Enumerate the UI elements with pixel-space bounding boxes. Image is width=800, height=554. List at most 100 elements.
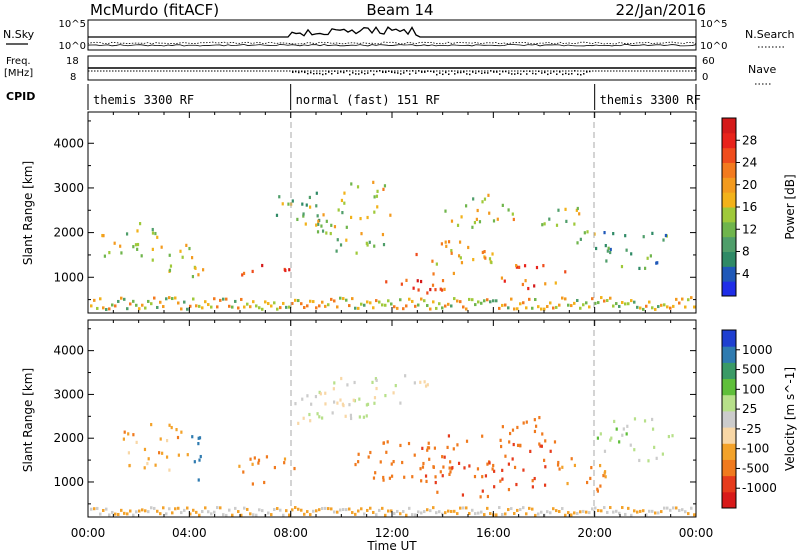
- power-echo-cell: [316, 214, 319, 218]
- power-echo-cell: [385, 280, 388, 284]
- velocity-echo-cell: [403, 475, 406, 479]
- velocity-echo-cell: [392, 391, 395, 395]
- power-ground-cell: [501, 303, 504, 307]
- power-ground-cell: [534, 298, 537, 302]
- velocity-echo-cell: [333, 381, 336, 385]
- nave-dot: [421, 71, 423, 73]
- power-colorbar-label: Power [dB]: [783, 174, 797, 239]
- power-echo-cell: [459, 256, 462, 260]
- velocity-echo-cell: [610, 436, 613, 440]
- velocity-ground-cell: [603, 506, 606, 510]
- power-ground-cell: [219, 298, 222, 302]
- velocity-echo-cell: [161, 451, 164, 455]
- velocity-ground-cell: [201, 509, 204, 513]
- velocity-ground-cell: [294, 506, 297, 510]
- power-ground-cell: [123, 297, 126, 301]
- power-echo-cell: [275, 213, 279, 217]
- velocity-echo-cell: [336, 401, 339, 405]
- power-ground-cell: [240, 297, 243, 301]
- velocity-ground-cell: [546, 510, 549, 514]
- velocity-echo-cell: [352, 398, 355, 402]
- nave-dot: [568, 73, 570, 75]
- velocity-echo-cell: [193, 460, 196, 464]
- velocity-ground-cell: [111, 510, 114, 514]
- velocity-echo-cell: [442, 465, 445, 469]
- velocity-echo-cell: [146, 461, 149, 466]
- power-echo-cell: [564, 207, 567, 211]
- velocity-ground-cell: [432, 506, 435, 510]
- power-colorbar: 28 24 20 16 12 8 4 Power [dB]: [721, 117, 797, 297]
- power-ground-cell: [519, 302, 522, 306]
- velocity-colorbar-ticks: 1000 500 100 25 -25 -100 -500 -1000: [736, 343, 777, 495]
- velocity-ground-cell: [168, 507, 171, 511]
- velocity-echo-cell: [452, 447, 455, 451]
- velocity-ground-cell: [651, 509, 654, 513]
- velocity-ground-cell: [321, 506, 324, 510]
- power-ground-cell: [228, 304, 231, 308]
- power-echo-cell: [431, 259, 434, 263]
- power-ground-cell: [366, 300, 369, 304]
- velocity-echo-cell: [426, 383, 429, 387]
- power-echo-cell: [576, 206, 579, 211]
- velocity-echo-cell: [199, 454, 202, 459]
- velocity-echo-cell: [609, 438, 612, 442]
- nave-dot: [514, 73, 516, 75]
- velocity-echo-cell: [456, 443, 459, 447]
- velocity-echo-cell: [647, 459, 650, 463]
- velocity-ground-cell: [582, 509, 585, 513]
- power-echo-cell: [160, 245, 163, 249]
- power-echo-cell: [457, 254, 461, 258]
- power-ground-cell: [192, 297, 195, 301]
- power-echo-cell: [136, 229, 139, 233]
- power-ground-cell: [204, 300, 207, 304]
- nave-dot: [343, 71, 345, 74]
- velocity-echo-cell: [539, 444, 542, 448]
- velocity-echo-cell: [622, 427, 625, 431]
- velocity-echo-cell: [128, 464, 131, 468]
- power-ground-cell: [669, 306, 672, 310]
- velocity-ground-cell: [636, 510, 639, 514]
- velocity-ground-cell: [486, 506, 489, 510]
- nave-dot: [397, 72, 399, 74]
- velocity-ground-cell: [123, 511, 126, 515]
- x-tick-label: 00:00: [679, 526, 714, 540]
- power-ground-cell: [576, 298, 579, 302]
- power-echo-cell: [467, 245, 470, 250]
- power-colorbar-swatches: [722, 118, 736, 297]
- power-echo-cell: [579, 237, 582, 241]
- velocity-echo-cell: [314, 394, 318, 399]
- power-ground-cell: [381, 303, 384, 307]
- velocity-echo-cell: [493, 469, 496, 473]
- velocity-echo-cell: [341, 402, 345, 406]
- velocity-ground-cell: [138, 509, 141, 513]
- power-colorbar-tick-label: 24: [742, 156, 757, 170]
- power-echo-cell: [518, 265, 521, 269]
- power-ground-cell: [690, 296, 693, 300]
- power-echo-cell: [649, 254, 652, 258]
- nave-dot: [580, 73, 582, 76]
- power-echo-cell: [188, 246, 191, 251]
- power-echo-cell: [434, 288, 437, 292]
- power-ground-cell: [573, 301, 576, 305]
- power-ground-cell: [387, 299, 390, 303]
- velocity-ground-cell: [372, 510, 375, 514]
- power-echo-cell: [191, 274, 195, 279]
- nave-dot: [523, 70, 525, 73]
- power-echo-cell: [136, 247, 139, 251]
- nave-dot: [424, 71, 426, 73]
- velocity-ground-cell: [681, 508, 684, 512]
- velocity-echo-cell: [596, 436, 600, 440]
- velocity-ground-cell: [240, 513, 243, 517]
- velocity-echo-cell: [511, 457, 514, 461]
- velocity-ground-cell: [270, 513, 273, 517]
- velocity-echo-cell: [603, 449, 607, 453]
- velocity-echo-cell: [318, 390, 321, 395]
- nave-dot: [430, 70, 432, 73]
- power-echo-cell: [439, 287, 442, 291]
- power-echo-cell: [261, 263, 264, 268]
- velocity-ground-cell: [573, 511, 576, 515]
- power-ground-cell: [384, 303, 387, 307]
- velocity-ground-cell: [96, 506, 99, 510]
- velocity-echo-cell: [423, 380, 426, 384]
- power-echo-cell: [336, 238, 339, 242]
